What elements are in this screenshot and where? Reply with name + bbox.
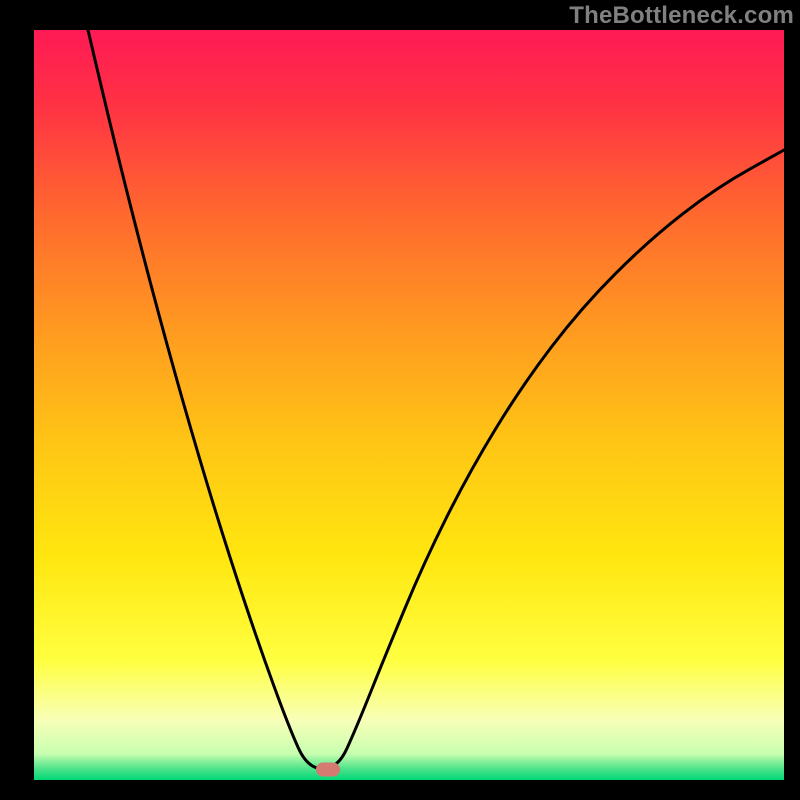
optimum-marker <box>316 763 340 777</box>
plot-background <box>34 30 784 780</box>
bottleneck-chart <box>0 0 800 800</box>
